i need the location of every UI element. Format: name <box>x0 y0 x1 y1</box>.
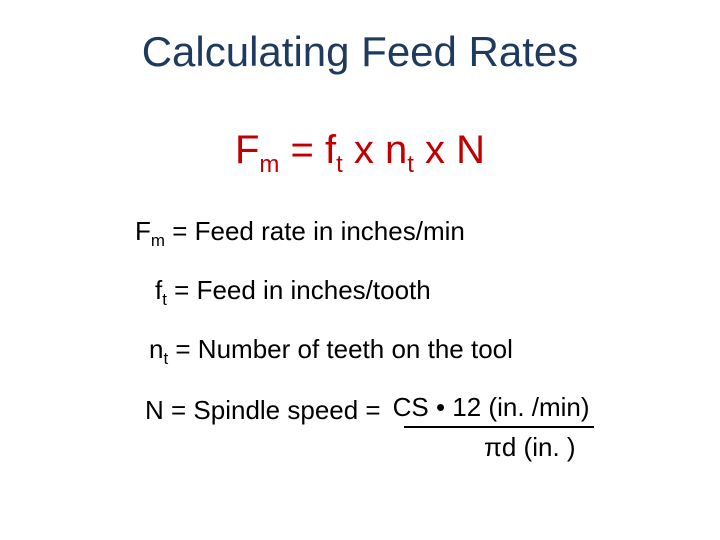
slide-title: Calculating Feed Rates <box>0 28 720 76</box>
def-nt: nt = Number of teeth on the tool <box>149 333 695 370</box>
formula-lhs-base: F <box>235 128 259 172</box>
main-formula: Fm = ft x nt x N <box>0 128 720 179</box>
formula-t3: N <box>456 128 485 172</box>
formula-mul-1: x <box>343 128 385 172</box>
def-n-sym: N <box>145 395 164 425</box>
def-ft: ft = Feed in inches/tooth <box>155 274 695 311</box>
formula-t1-base: f <box>325 128 336 172</box>
def-n: N = Spindle speed = CS • 12 (in. /min) π… <box>145 392 695 462</box>
formula-t2-base: n <box>385 128 407 172</box>
formula-t1-sub: t <box>336 151 343 178</box>
definitions-block: Fm = Feed rate in inches/min ft = Feed i… <box>135 215 695 485</box>
spindle-fraction: CS • 12 (in. /min) πd (in. ) <box>387 392 596 462</box>
def-nt-text: = Number of teeth on the tool <box>168 334 513 364</box>
fraction-denominator: πd (in. ) <box>484 428 596 463</box>
def-n-text: = Spindle speed = <box>164 395 381 425</box>
formula-lhs-sub: m <box>259 151 279 178</box>
def-fm-sym-sub: m <box>151 231 165 250</box>
def-nt-sym-base: n <box>149 334 163 364</box>
slide: Calculating Feed Rates Fm = ft x nt x N … <box>0 0 720 540</box>
def-ft-text: = Feed in inches/tooth <box>167 275 431 305</box>
formula-eq: = <box>279 128 325 172</box>
def-fm: Fm = Feed rate in inches/min <box>135 215 695 252</box>
def-n-left: N = Spindle speed = <box>145 392 381 428</box>
def-fm-sym-base: F <box>135 216 151 246</box>
def-fm-text: = Feed rate in inches/min <box>165 216 465 246</box>
formula-mul-2: x <box>414 128 456 172</box>
fraction-numerator: CS • 12 (in. /min) <box>387 392 596 425</box>
formula-t2-sub: t <box>407 151 414 178</box>
